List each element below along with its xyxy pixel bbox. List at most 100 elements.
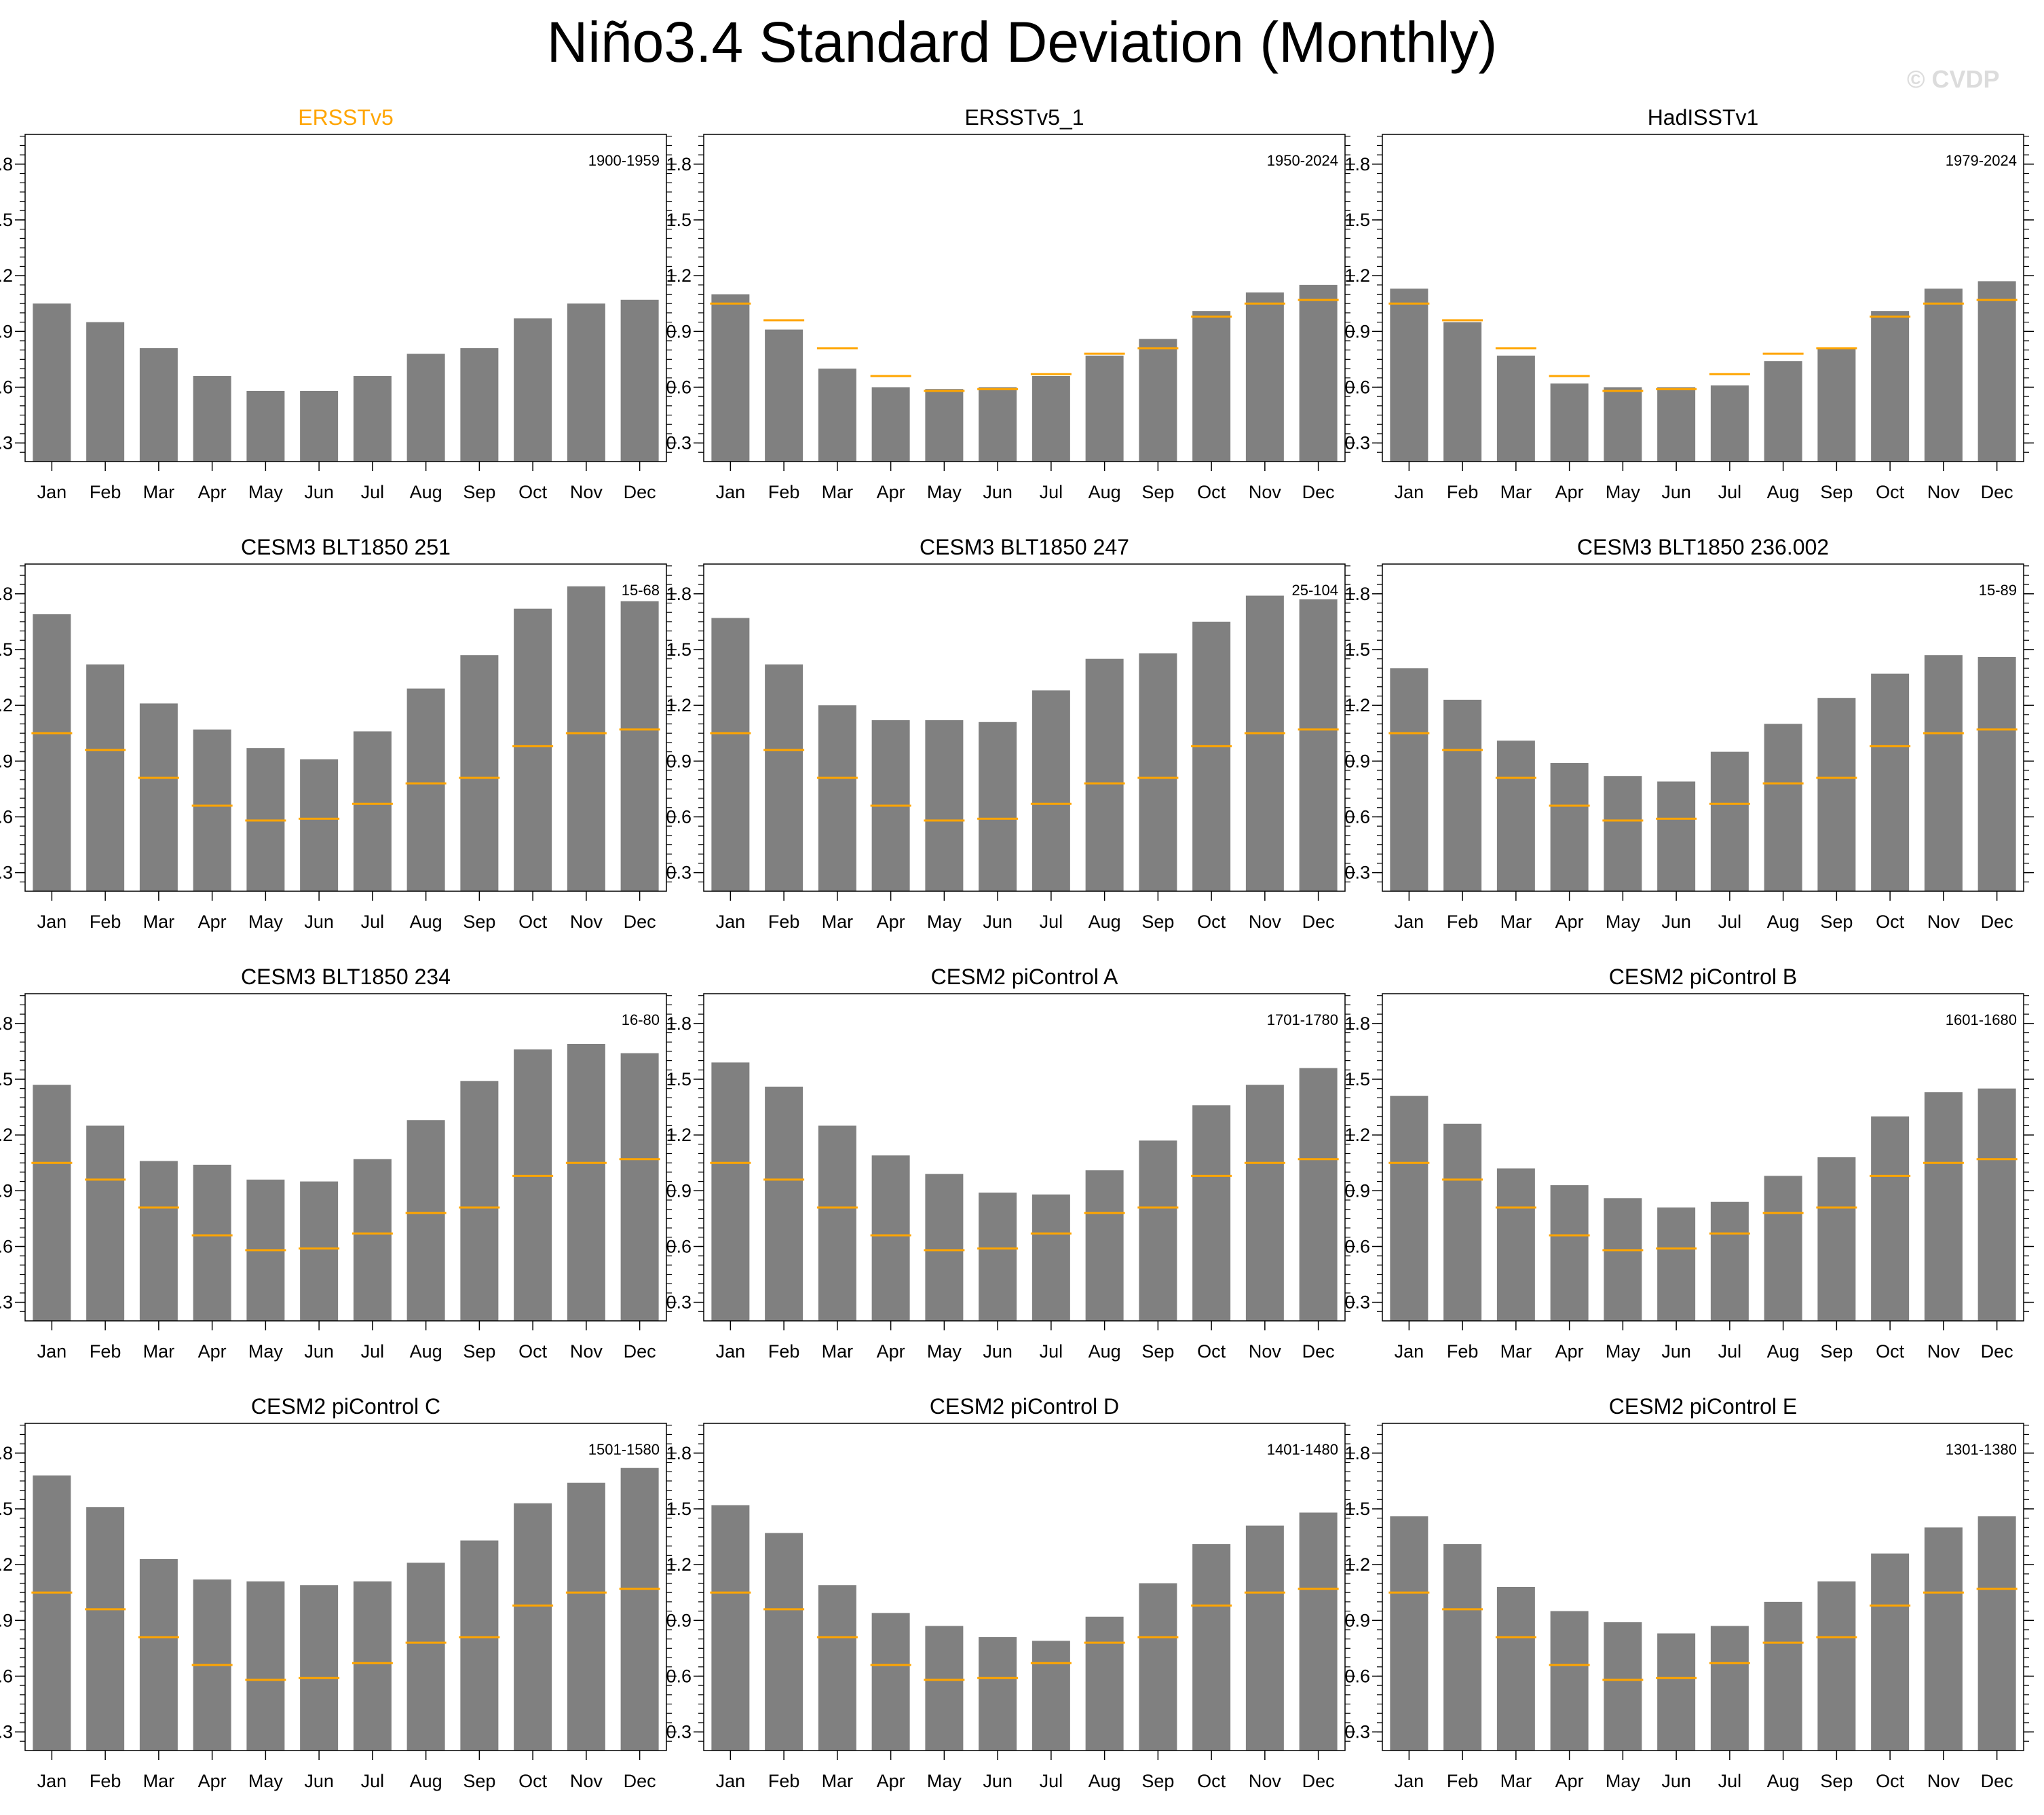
y-tick-label: 0.9 bbox=[1344, 1180, 1370, 1201]
bar-oct bbox=[514, 318, 552, 462]
bar-jun bbox=[979, 1636, 1017, 1751]
bar-nov bbox=[1245, 1525, 1284, 1751]
y-tick-label: 1.2 bbox=[1344, 265, 1370, 286]
x-tick-label: Nov bbox=[1249, 1771, 1282, 1791]
x-tick-label: Jan bbox=[1395, 912, 1424, 932]
bar-feb bbox=[765, 1086, 803, 1321]
bar-dec bbox=[1977, 281, 2016, 462]
x-tick-label: Dec bbox=[624, 482, 656, 502]
bar-nov bbox=[567, 586, 605, 891]
y-tick-label: 1.8 bbox=[0, 1443, 13, 1463]
y-tick-label: 0.9 bbox=[1344, 321, 1370, 341]
bar-feb bbox=[765, 1533, 803, 1751]
y-tick-label: 1.2 bbox=[0, 1554, 13, 1575]
y-tick-label: 0.9 bbox=[1344, 1610, 1370, 1630]
x-tick-label: Aug bbox=[1089, 1771, 1121, 1791]
bar-may bbox=[925, 1626, 964, 1751]
x-tick-label: Nov bbox=[570, 912, 603, 932]
y-tick-label: 1.2 bbox=[666, 1125, 692, 1145]
bar-aug bbox=[1085, 1170, 1124, 1321]
x-tick-label: Aug bbox=[1767, 1341, 1800, 1362]
y-tick-label: 0.6 bbox=[666, 377, 692, 397]
x-tick-label: Oct bbox=[518, 912, 548, 932]
y-tick-label: 0.6 bbox=[0, 377, 13, 397]
bar-apr bbox=[1550, 1611, 1589, 1751]
x-tick-label: Mar bbox=[143, 1341, 175, 1362]
x-tick-label: Nov bbox=[1927, 1771, 1961, 1791]
bar-mar bbox=[1496, 355, 1535, 462]
bar-oct bbox=[1192, 311, 1231, 462]
x-tick-label: May bbox=[1606, 1341, 1641, 1362]
x-tick-label: May bbox=[1606, 1771, 1641, 1791]
x-tick-label: Aug bbox=[1089, 1341, 1121, 1362]
x-tick-label: May bbox=[927, 1341, 962, 1362]
panel-8: CESM2 piControl A 0.3 0.6 0.9 1.2 1.5 1.8 Jan Fe… bbox=[666, 965, 1355, 1362]
x-tick-label: Dec bbox=[624, 912, 656, 932]
bar-apr bbox=[193, 729, 231, 891]
x-tick-label: Jan bbox=[37, 1771, 67, 1791]
bar-may bbox=[925, 389, 964, 462]
x-tick-label: Dec bbox=[1981, 1771, 2013, 1791]
x-tick-label: Jul bbox=[1718, 482, 1742, 502]
period-label: 1979-2024 bbox=[1946, 152, 2017, 169]
x-tick-label: Jul bbox=[361, 1341, 385, 1362]
plot-frame bbox=[1382, 1423, 2024, 1751]
bar-jul bbox=[353, 1159, 392, 1321]
y-tick-label: 1.8 bbox=[1344, 1013, 1370, 1034]
x-tick-label: Mar bbox=[1500, 1341, 1532, 1362]
panel-4: CESM3 BLT1850 251 0.3 0.6 0.9 1.2 1.5 1.8 Jan Fe… bbox=[0, 535, 677, 932]
y-tick-label: 1.2 bbox=[666, 265, 692, 286]
x-tick-label: Jan bbox=[37, 1341, 67, 1362]
bar-aug bbox=[1764, 1176, 1802, 1321]
bar-oct bbox=[1871, 673, 1910, 891]
x-tick-label: Aug bbox=[1089, 482, 1121, 502]
bar-mar bbox=[818, 1125, 856, 1321]
x-tick-label: Jun bbox=[304, 1771, 334, 1791]
x-tick-label: Nov bbox=[1249, 482, 1282, 502]
panel-9: CESM2 piControl B 0.3 0.6 0.9 1.2 1.5 1.8 Jan Fe… bbox=[1344, 965, 2034, 1362]
plot-frame bbox=[703, 134, 1346, 462]
bar-jan bbox=[1390, 1096, 1428, 1321]
bar-oct bbox=[1192, 621, 1231, 891]
y-tick-label: 1.5 bbox=[1344, 1499, 1370, 1519]
bar-sep bbox=[1139, 653, 1177, 891]
bar-oct bbox=[514, 1049, 552, 1321]
plot-frame bbox=[24, 563, 667, 892]
panel-7: CESM3 BLT1850 234 0.3 0.6 0.9 1.2 1.5 1.8 Jan Fe… bbox=[0, 965, 677, 1362]
y-tick-label: 1.5 bbox=[666, 1069, 692, 1089]
bar-aug bbox=[1085, 658, 1124, 891]
x-tick-label: Dec bbox=[624, 1341, 656, 1362]
y-tick-label: 1.8 bbox=[666, 154, 692, 174]
bar-jun bbox=[1657, 781, 1696, 891]
x-tick-label: Sep bbox=[1141, 1771, 1174, 1791]
x-tick-label: Dec bbox=[1302, 1771, 1335, 1791]
bar-aug bbox=[406, 1120, 445, 1321]
x-tick-label: Jun bbox=[983, 1341, 1012, 1362]
bar-dec bbox=[620, 1467, 659, 1751]
bar-mar bbox=[818, 705, 856, 891]
bar-oct bbox=[1192, 1105, 1231, 1321]
y-tick-label: 0.9 bbox=[666, 1610, 692, 1630]
x-tick-label: Jan bbox=[1395, 482, 1424, 502]
bar-jul bbox=[1032, 690, 1070, 891]
x-tick-label: Mar bbox=[143, 912, 175, 932]
x-tick-label: Aug bbox=[1767, 482, 1800, 502]
bar-oct bbox=[1192, 1544, 1231, 1751]
bar-nov bbox=[1924, 1527, 1963, 1751]
bar-sep bbox=[460, 655, 499, 891]
bar-may bbox=[246, 1581, 285, 1751]
bar-nov bbox=[567, 1482, 605, 1751]
x-tick-label: Jan bbox=[1395, 1771, 1424, 1791]
y-tick-label: 0.3 bbox=[1344, 1292, 1370, 1313]
period-label: 16-80 bbox=[622, 1011, 660, 1028]
y-tick-label: 0.9 bbox=[0, 1180, 13, 1201]
y-tick-label: 1.2 bbox=[0, 1125, 13, 1145]
bar-sep bbox=[1139, 1140, 1177, 1321]
bar-dec bbox=[1977, 656, 2016, 891]
bar-dec bbox=[1299, 284, 1338, 462]
x-tick-label: Mar bbox=[1500, 482, 1532, 502]
bar-mar bbox=[1496, 1168, 1535, 1321]
x-tick-label: Feb bbox=[768, 1771, 800, 1791]
bar-feb bbox=[765, 329, 803, 462]
x-tick-label: May bbox=[248, 1341, 284, 1362]
